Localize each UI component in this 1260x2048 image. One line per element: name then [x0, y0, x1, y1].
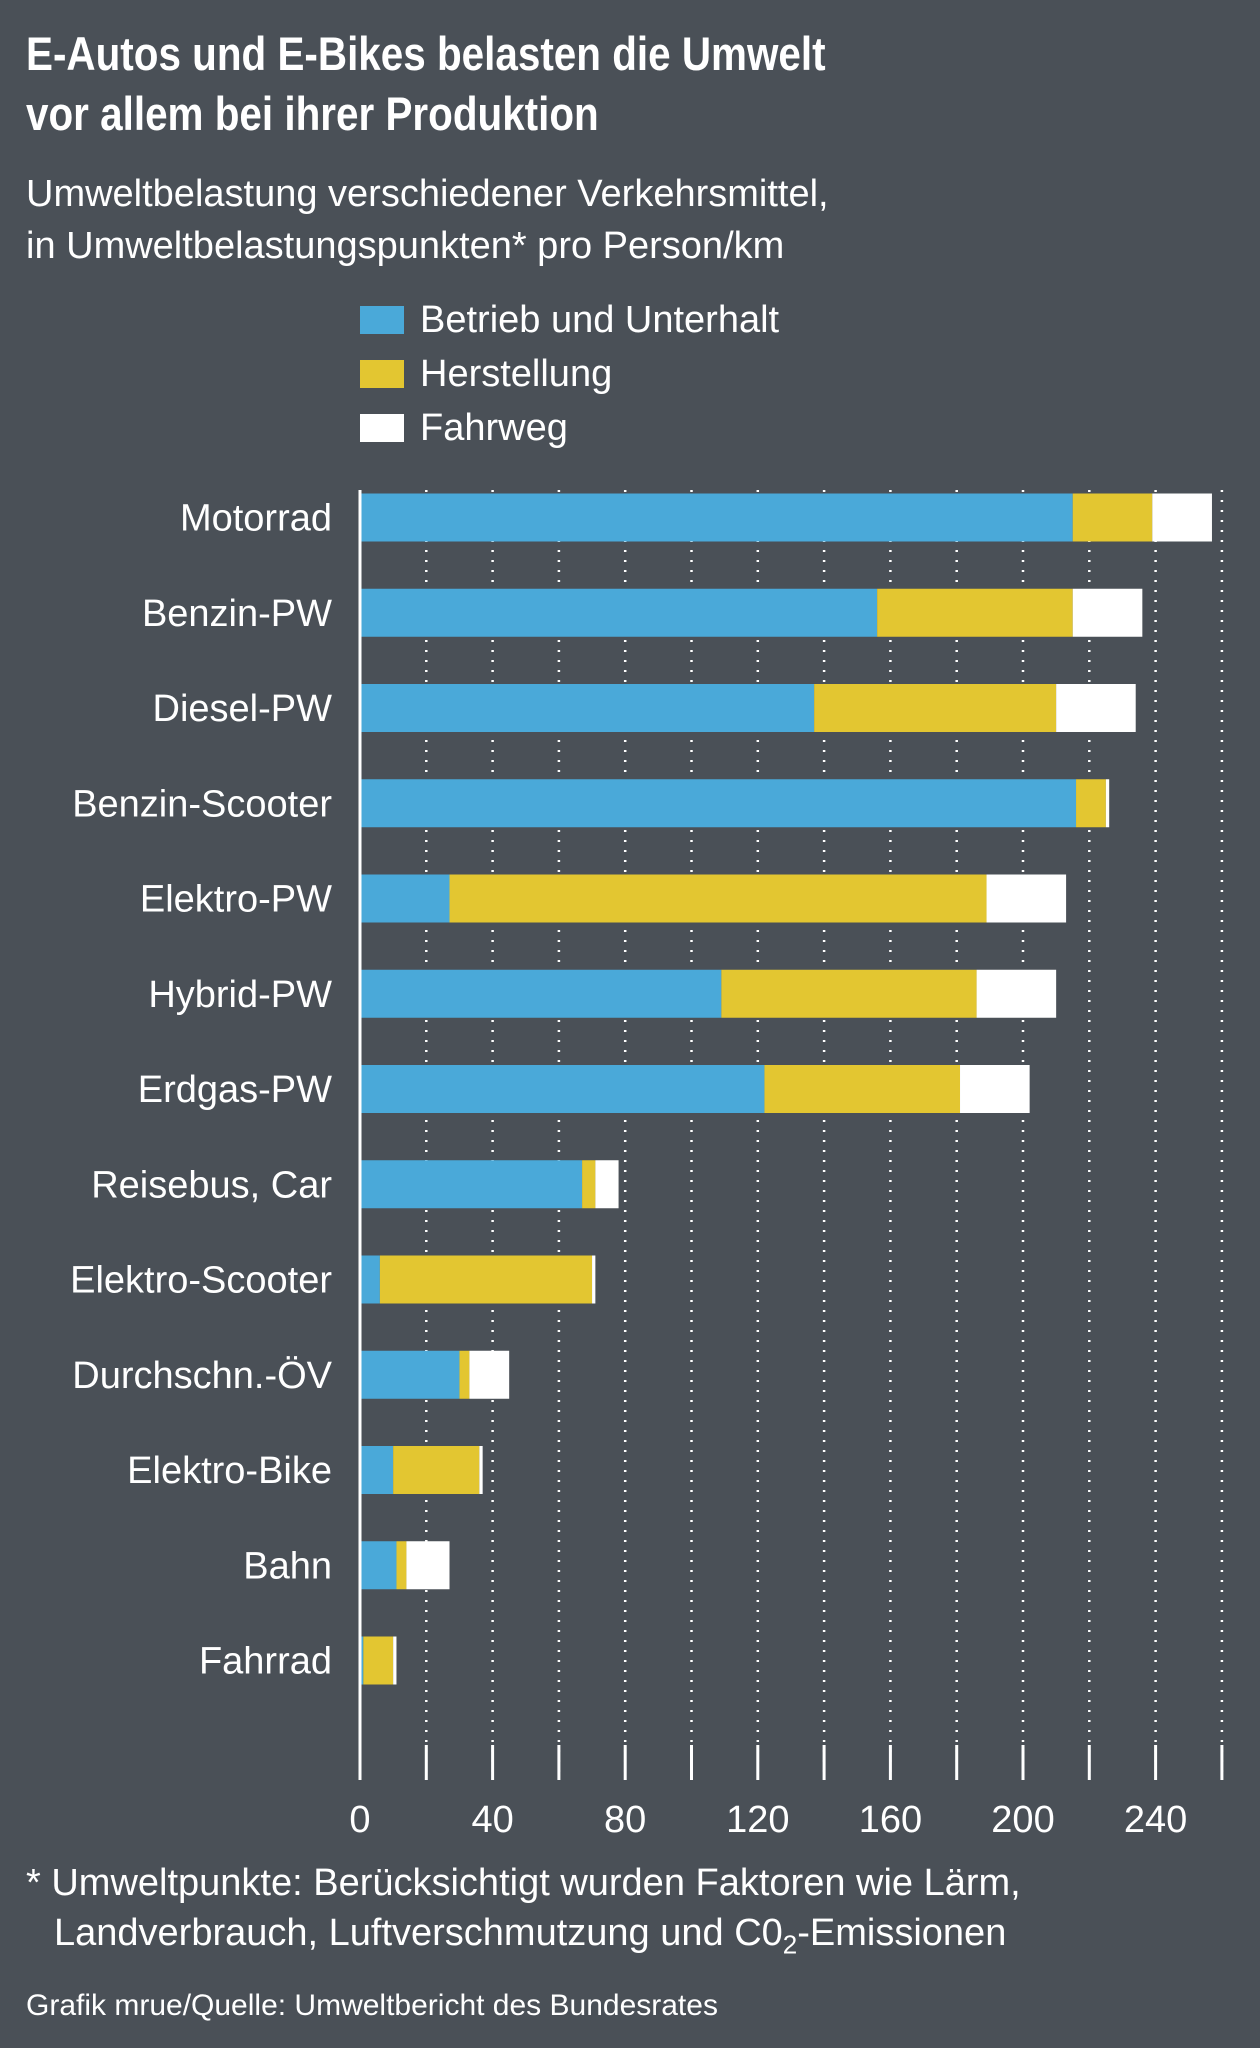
bar-segment-herstellung: [396, 1541, 407, 1590]
bar-segment-betrieb: [360, 1160, 583, 1209]
bar-segment-fahrweg: [469, 1350, 510, 1399]
category-label: Benzin-PW: [142, 593, 332, 635]
category-label: Fahrrad: [199, 1641, 332, 1683]
bar-segment-fahrweg: [406, 1541, 450, 1590]
bar-segment-herstellung: [1076, 779, 1106, 828]
bar-segment-fahrweg: [1152, 493, 1212, 542]
category-label: Diesel-PW: [153, 688, 333, 730]
bar-chart: Motorrad Benzin-PW Diesel-PW Benzin-Scooter…: [70, 490, 1224, 1841]
bar-segment-betrieb: [360, 1541, 397, 1590]
bar-segment-fahrweg: [1105, 779, 1110, 828]
bar-segment-betrieb: [360, 588, 878, 637]
source-credit: Grafik mrue/Quelle: Umweltbericht des Bu…: [26, 1989, 718, 2022]
x-tick-label: 0: [349, 1799, 370, 1841]
bar-segment-betrieb: [360, 1446, 394, 1494]
legend-swatch-betrieb: [360, 306, 404, 334]
footnote-line-1: * Umweltpunkte: Berücksichtigt wurden Fa…: [26, 1862, 1021, 1904]
bar-segment-fahrweg: [592, 1255, 596, 1304]
bar-segment-herstellung: [764, 1065, 961, 1113]
legend-swatch-herstellung: [360, 360, 404, 388]
category-label: Hybrid-PW: [148, 974, 332, 1016]
x-tick-label: 240: [1124, 1799, 1187, 1841]
chart-subtitle: Umweltbelastung verschiedener Verkehrsmi…: [26, 168, 1226, 272]
category-label: Bahn: [243, 1545, 332, 1587]
bar-segment-betrieb: [360, 684, 815, 732]
category-label: Erdgas-PW: [138, 1069, 332, 1111]
title-line-1: E-Autos und E-Bikes belasten die Umwelt: [26, 27, 826, 80]
chart-title: E-Autos und E-Bikes belasten die Umwelt …: [26, 24, 1058, 144]
bar-segment-betrieb: [360, 779, 1077, 828]
bar-segment-betrieb: [360, 1636, 364, 1685]
x-tick-label: 40: [471, 1799, 513, 1841]
bar-segment-herstellung: [877, 588, 1073, 637]
footnote-line-2-end: -Emissionen: [797, 1912, 1007, 1954]
legend-label-fahrweg: Fahrweg: [420, 407, 568, 449]
bar-segment-betrieb: [360, 1350, 460, 1399]
footnote-line-2-text: Landverbrauch, Luftverschmutzung und C0: [54, 1912, 783, 1954]
title-line-2: vor allem bei ihrer Produktion: [26, 87, 599, 140]
category-label: Elektro-Scooter: [70, 1260, 332, 1302]
bar-segment-fahrweg: [986, 874, 1067, 923]
bar-segment-herstellung: [379, 1255, 593, 1304]
legend-swatch-fahrweg: [360, 414, 404, 442]
footnote: * Umweltpunkte: Berücksichtigt wurden Fa…: [26, 1858, 1246, 1970]
bar-segment-herstellung: [1072, 493, 1153, 542]
bar-segment-fahrweg: [1056, 684, 1136, 732]
bar-segment-herstellung: [721, 969, 977, 1018]
category-label: Motorrad: [180, 498, 332, 540]
bar-segment-fahrweg: [393, 1636, 397, 1685]
category-label: Elektro-Bike: [127, 1450, 332, 1492]
x-tick-label: 160: [859, 1799, 922, 1841]
legend-label-herstellung: Herstellung: [420, 353, 613, 395]
category-label: Elektro-PW: [140, 879, 332, 921]
category-label: Durchschn.-ÖV: [72, 1355, 332, 1397]
bar-segment-betrieb: [360, 493, 1073, 542]
bar-segment-fahrweg: [1072, 588, 1143, 637]
bar-segment-betrieb: [360, 1255, 380, 1304]
bar-segment-herstellung: [459, 1350, 470, 1399]
category-label: Benzin-Scooter: [72, 783, 332, 825]
bar-segment-fahrweg: [976, 969, 1057, 1018]
bar-segment-fahrweg: [479, 1446, 483, 1494]
bar-segment-fahrweg: [960, 1065, 1030, 1113]
x-tick-label: 80: [604, 1799, 646, 1841]
subtitle-line-2: in Umweltbelastungspunkten* pro Person/k…: [26, 225, 785, 267]
bar-segment-herstellung: [582, 1160, 596, 1209]
x-tick-label: 200: [991, 1799, 1054, 1841]
bar-segment-betrieb: [360, 874, 450, 923]
footnote-line-2: Landverbrauch, Luftverschmutzung und C02…: [26, 1908, 1246, 1970]
bar-segment-betrieb: [360, 1065, 765, 1113]
bar-segment-fahrweg: [595, 1160, 619, 1209]
bar-segment-herstellung: [449, 874, 987, 923]
legend-label-betrieb: Betrieb und Unterhalt: [420, 299, 780, 341]
footnote-subscript: 2: [782, 1929, 798, 1960]
category-label: Reisebus, Car: [91, 1164, 332, 1206]
bar-segment-betrieb: [360, 969, 722, 1018]
bar-segment-herstellung: [393, 1446, 480, 1494]
x-tick-label: 120: [726, 1799, 789, 1841]
subtitle-line-1: Umweltbelastung verschiedener Verkehrsmi…: [26, 173, 829, 215]
bar-segment-herstellung: [814, 684, 1057, 732]
bar-segment-herstellung: [363, 1636, 394, 1685]
